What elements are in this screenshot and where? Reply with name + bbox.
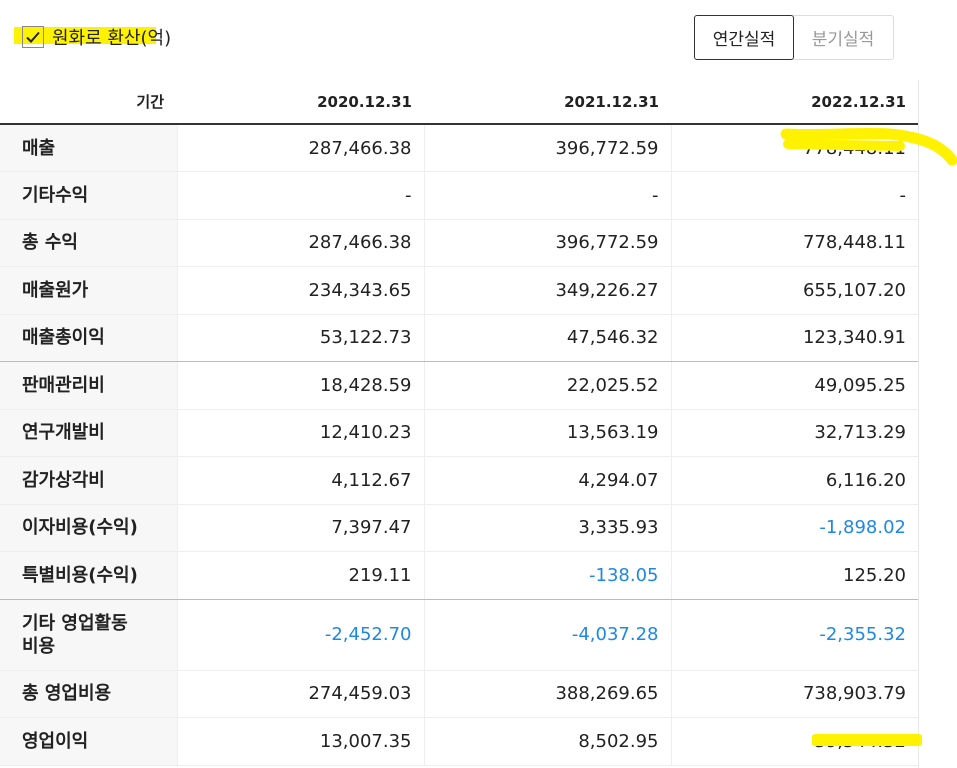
toolbar: 원화로 환산(억) 연간실적 분기실적 — [0, 0, 957, 80]
table-cell: - — [423, 171, 671, 220]
table-cell: 7,397.47 — [176, 504, 424, 552]
row-label: 이자비용(수익) — [0, 504, 177, 552]
table-cell: 396,772.59 — [423, 124, 671, 172]
table-cell: - — [670, 171, 918, 220]
table-row: 기타수익 - - - — [0, 171, 918, 220]
table-cell: 4,112.67 — [176, 456, 424, 505]
table-row: 기타 영업활동 비용 -2,452.70 -4,037.28 -2,355.32 — [0, 599, 918, 671]
table-row: 이자비용(수익) 7,397.47 3,335.93 -1,898.02 — [0, 504, 918, 552]
table-cell: 396,772.59 — [423, 219, 671, 267]
table-cell: 219.11 — [176, 551, 424, 600]
row-label: 매출총이익 — [0, 314, 177, 362]
table-cell: 13,007.35 — [176, 717, 424, 766]
table-cell: 6,116.20 — [670, 456, 918, 505]
column-header: 2020.12.31 — [177, 80, 424, 125]
table-cell: 49,095.25 — [670, 361, 918, 410]
row-label: 판매관리비 — [0, 361, 177, 410]
right-divider — [918, 80, 919, 768]
table-cell: 778,448.11 — [670, 219, 918, 267]
table-row: 판매관리비 18,428.59 22,025.52 49,095.25 — [0, 361, 918, 410]
table-body: 매출 287,466.38 396,772.59 778,448.11 기타수익 - - - 총… — [0, 124, 918, 766]
table-cell: 53,122.73 — [176, 314, 424, 362]
row-label: 총 수익 — [0, 219, 177, 267]
row-label: 기타 영업활동 비용 — [0, 599, 177, 671]
row-label: 영업이익 — [0, 717, 177, 766]
table-cell: -4,037.28 — [423, 599, 671, 671]
table-cell: 4,294.07 — [423, 456, 671, 505]
check-icon — [26, 31, 40, 43]
table-row: 총 영업비용 274,459.03 388,269.65 738,903.79 — [0, 670, 918, 718]
income-statement-table-container: 기간 2020.12.31 2021.12.31 2022.12.31 매출 28… — [0, 80, 918, 766]
annual-results-tab[interactable]: 연간실적 — [694, 15, 794, 60]
table-cell: -138.05 — [423, 551, 671, 600]
table-row: 매출 287,466.38 396,772.59 778,448.11 — [0, 124, 918, 172]
column-header: 2022.12.31 — [671, 80, 918, 125]
row-label: 매출 — [0, 124, 177, 172]
table-header-row: 기간 2020.12.31 2021.12.31 2022.12.31 — [0, 80, 918, 125]
table-cell: -2,452.70 — [176, 599, 424, 671]
row-label: 연구개발비 — [0, 409, 177, 457]
quarterly-results-tab[interactable]: 분기실적 — [793, 15, 894, 60]
table-cell: 234,343.65 — [176, 266, 424, 315]
table-cell: 123,340.91 — [670, 314, 918, 362]
table-cell: 388,269.65 — [423, 670, 671, 718]
table-cell: 47,546.32 — [423, 314, 671, 362]
row-label: 기타수익 — [0, 171, 177, 220]
table-cell: 8,502.95 — [423, 717, 671, 766]
highlight-mark — [14, 27, 156, 44]
table-row: 연구개발비 12,410.23 13,563.19 32,713.29 — [0, 409, 918, 457]
krw-convert-label[interactable]: 원화로 환산(억) — [52, 28, 172, 49]
table-row: 매출원가 234,343.65 349,226.27 655,107.20 — [0, 266, 918, 315]
column-header: 2021.12.31 — [424, 80, 671, 125]
row-label: 특별비용(수익) — [0, 551, 177, 600]
table-cell: 39,544.32 — [670, 717, 918, 766]
row-label: 감가상각비 — [0, 456, 177, 505]
table-row: 감가상각비 4,112.67 4,294.07 6,116.20 — [0, 456, 918, 505]
table-cell: 738,903.79 — [670, 670, 918, 718]
table-row: 특별비용(수익) 219.11 -138.05 125.20 — [0, 551, 918, 600]
table-row: 총 수익 287,466.38 396,772.59 778,448.11 — [0, 219, 918, 267]
table-cell: -1,898.02 — [670, 504, 918, 552]
table-cell: 18,428.59 — [176, 361, 424, 410]
table-row: 영업이익 13,007.35 8,502.95 39,544.32 — [0, 717, 918, 766]
table-cell: 349,226.27 — [423, 266, 671, 315]
table-cell: 125.20 — [670, 551, 918, 600]
table-cell: -2,355.32 — [670, 599, 918, 671]
row-label: 매출원가 — [0, 266, 177, 315]
table-cell: 778,448.11 — [670, 124, 918, 172]
table-cell: 32,713.29 — [670, 409, 918, 457]
period-header: 기간 — [0, 80, 177, 125]
table-cell: 12,410.23 — [176, 409, 424, 457]
table-cell: - — [176, 171, 424, 220]
table-cell: 287,466.38 — [176, 219, 424, 267]
table-cell: 274,459.03 — [176, 670, 424, 718]
table-cell: 3,335.93 — [423, 504, 671, 552]
income-statement-table: 기간 2020.12.31 2021.12.31 2022.12.31 매출 28… — [0, 80, 918, 766]
table-row: 매출총이익 53,122.73 47,546.32 123,340.91 — [0, 314, 918, 362]
krw-convert-checkbox[interactable] — [22, 26, 44, 48]
table-cell: 13,563.19 — [423, 409, 671, 457]
table-cell: 655,107.20 — [670, 266, 918, 315]
table-cell: 22,025.52 — [423, 361, 671, 410]
table-cell: 287,466.38 — [176, 124, 424, 172]
row-label: 총 영업비용 — [0, 670, 177, 718]
